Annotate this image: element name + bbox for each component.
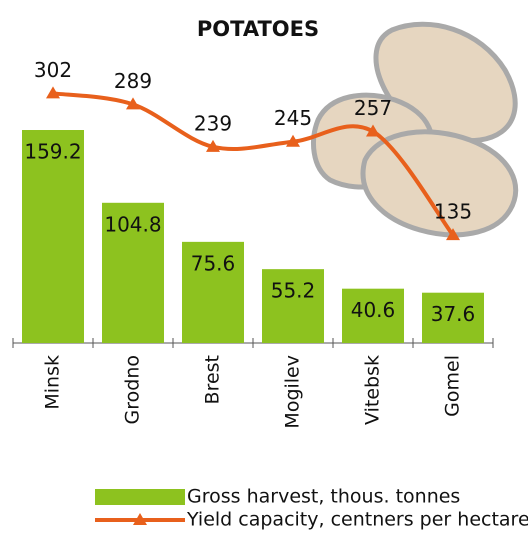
line-value-label: 245 [274, 106, 312, 130]
potato-illustration [314, 24, 516, 235]
x-tick-label: Brest [202, 355, 224, 404]
legend-label: Yield capacity, centners per hectare [186, 509, 528, 531]
x-tick-label: Mogilev [282, 355, 304, 429]
bar-value-label: 40.6 [351, 298, 396, 322]
line-value-label: 135 [434, 200, 472, 224]
chart-title: POTATOES [197, 17, 319, 41]
bar-value-label: 37.6 [431, 302, 476, 326]
line-value-label: 257 [354, 96, 392, 120]
legend-label: Gross harvest, thous. tonnes [187, 486, 460, 508]
line-value-label: 289 [114, 69, 152, 93]
x-tick-label: Grodno [122, 355, 144, 424]
x-tick-label: Gomel [442, 355, 464, 417]
legend-swatch [95, 489, 185, 505]
bar-value-label: 104.8 [104, 212, 161, 236]
bar-value-label: 159.2 [24, 140, 81, 164]
line-value-label: 302 [34, 58, 72, 82]
line-value-label: 239 [194, 111, 232, 135]
chart: POTATOES Minsk Grodno Brest Mogilev Vitebsk G… [0, 0, 528, 537]
x-tick-label: Vitebsk [362, 355, 384, 425]
bar-value-label: 75.6 [191, 251, 236, 275]
x-tick-label: Minsk [42, 355, 64, 410]
bar-value-label: 55.2 [271, 279, 316, 303]
